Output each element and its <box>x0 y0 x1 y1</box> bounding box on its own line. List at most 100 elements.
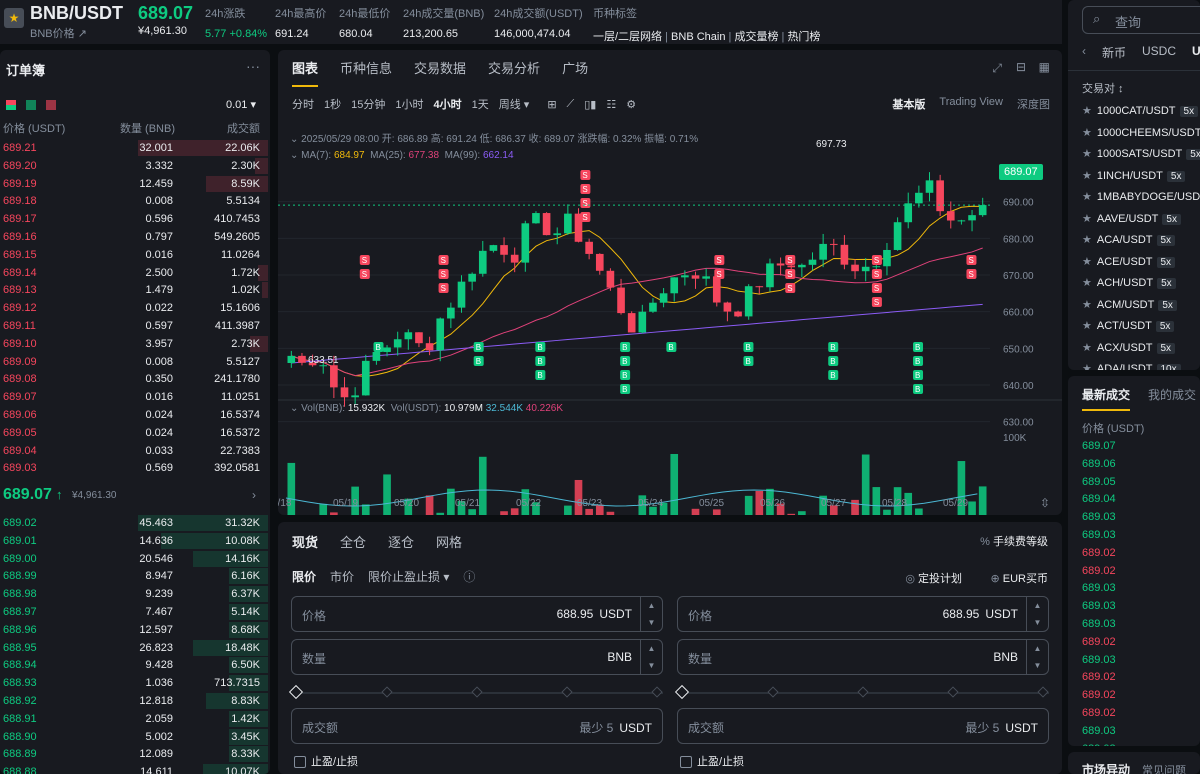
favorite-star-icon[interactable]: ★ <box>4 8 24 28</box>
tag-layer[interactable]: 一层/二层网络 <box>593 31 663 43</box>
pair-list-item[interactable]: ★ ACH/USDT 5x <box>1082 276 1176 289</box>
ask-row[interactable]: 689.09 0.008 5.5127 <box>3 355 260 368</box>
stepper-icon[interactable]: ▲ ▼ <box>1026 597 1048 631</box>
bid-row[interactable]: 688.92 12.818 8.83K <box>0 692 268 710</box>
ask-row[interactable]: 689.10 3.957 2.73K <box>0 335 268 353</box>
tab-coin-info[interactable]: 币种信息 <box>340 61 393 76</box>
pair-list-item[interactable]: ★ ACX/USDT 5x <box>1082 341 1176 354</box>
bid-row[interactable]: 688.94 9.428 6.50K <box>0 656 268 674</box>
interval-1h[interactable]: 1小时 <box>395 99 424 111</box>
compare-icon[interactable]: ☷ <box>606 98 617 111</box>
stepper-icon[interactable]: ▲ ▼ <box>640 597 662 631</box>
ask-row[interactable]: 689.18 0.008 5.5134 <box>3 195 260 208</box>
candle-type-icon[interactable]: ▯▮ <box>584 98 597 111</box>
pair-list-item[interactable]: ★ ADA/USDT 10x <box>1082 362 1181 370</box>
pair-list-item[interactable]: ★ 1000CAT/USDT 5x <box>1082 104 1199 117</box>
interval-1d[interactable]: 1天 <box>471 99 489 111</box>
eur-buy-link[interactable]: ⊕ EUR买币 <box>990 573 1048 585</box>
settings-gear-icon[interactable]: ⚙ <box>626 98 637 111</box>
tag-hot[interactable]: 热门榜 <box>787 31 821 43</box>
tab-trading-analysis[interactable]: 交易分析 <box>488 61 541 76</box>
buy-price-field[interactable]: 价格 688.95 USDT ▲ ▼ <box>291 596 663 632</box>
bid-row[interactable]: 688.93 1.036 713.7315 <box>0 674 268 692</box>
indicator-icon[interactable]: ⊞ <box>547 98 557 111</box>
ask-row[interactable]: 689.19 12.459 8.59K <box>0 175 268 193</box>
expand-icon[interactable]: ⤢ <box>992 61 1002 75</box>
sell-tpsl-checkbox[interactable]: 止盈/止损 <box>680 753 744 769</box>
tag-bnbchain[interactable]: BNB Chain <box>671 31 726 43</box>
buy-qty-field[interactable]: 数量 BNB ▲ ▼ <box>291 639 663 675</box>
more-icon[interactable]: ··· <box>246 58 260 74</box>
orderbook-asks-icon[interactable] <box>46 100 56 110</box>
scale-icon[interactable]: ⇳ <box>1039 496 1050 510</box>
ask-row[interactable]: 689.13 1.479 1.02K <box>0 281 268 299</box>
ask-row[interactable]: 689.06 0.024 16.5374 <box>3 409 260 421</box>
sell-qty-field[interactable]: 数量 BNB ▲ ▼ <box>677 639 1049 675</box>
tab-spot[interactable]: 现货 <box>292 535 319 550</box>
bid-row[interactable]: 688.99 8.947 6.16K <box>0 567 268 585</box>
faq-link[interactable]: 常见问题 <box>1142 765 1186 774</box>
ask-row[interactable]: 689.16 0.797 549.2605 <box>3 231 260 243</box>
bid-row[interactable]: 689.00 20.546 14.16K <box>0 550 268 568</box>
interval-15m[interactable]: 15分钟 <box>351 99 386 111</box>
pair-list-item[interactable]: ★ ACA/USDT 5x <box>1082 233 1176 246</box>
ask-row[interactable]: 689.12 0.022 15.1606 <box>3 302 260 315</box>
ask-row[interactable]: 689.05 0.024 16.5372 <box>3 426 260 439</box>
ask-row[interactable]: 689.20 3.332 2.30K <box>0 157 268 175</box>
buy-amount-slider[interactable] <box>288 684 663 700</box>
interval-time[interactable]: 分时 <box>292 99 314 111</box>
bid-row[interactable]: 688.97 7.467 5.14K <box>0 603 268 621</box>
tab-my-trades[interactable]: 我的成交 <box>1148 388 1197 402</box>
bid-row[interactable]: 688.88 14.611 10.07K <box>0 763 268 774</box>
tab-trading-data[interactable]: 交易数据 <box>414 61 467 76</box>
tab-latest-trades[interactable]: 最新成交 <box>1082 386 1131 411</box>
chevron-left-icon[interactable]: ‹ <box>1082 44 1086 58</box>
pair-title[interactable]: BNB/USDT <box>30 3 123 23</box>
ask-row[interactable]: 689.03 0.569 392.0581 <box>3 462 260 475</box>
candlestick-chart[interactable]: 690.00 680.00 670.00 660.00 650.00 640.00 630.… <box>278 50 1062 515</box>
market-tab-usdc[interactable]: USDC <box>1142 44 1177 58</box>
fee-level-link[interactable]: % 手续费等级 <box>980 536 1048 548</box>
interval-1w[interactable]: 周线 ▾ <box>498 99 530 111</box>
sell-price-field[interactable]: 价格 688.95 USDT ▲ ▼ <box>677 596 1049 632</box>
view-basic[interactable]: 基本版 <box>892 99 926 111</box>
bid-row[interactable]: 688.89 12.089 8.33K <box>0 745 268 763</box>
pair-list-item[interactable]: ★ ACT/USDT 5x <box>1082 319 1175 332</box>
ask-row[interactable]: 689.08 0.350 241.1780 <box>3 373 260 386</box>
bid-row[interactable]: 688.95 26.823 18.48K <box>0 639 268 657</box>
pair-list-item[interactable]: ★ 1000SATS/USDT 5x <box>1082 147 1200 160</box>
buy-total-field[interactable]: 成交额 最少 5 USDT <box>291 708 663 744</box>
pair-list-item[interactable]: ★ 1INCH/USDT 5x <box>1082 169 1186 182</box>
ask-row[interactable]: 689.11 0.597 411.3987 <box>3 320 260 332</box>
ask-row[interactable]: 689.14 2.500 1.72K <box>0 264 268 282</box>
info-icon[interactable]: ⓘ <box>463 570 476 584</box>
mid-price-row[interactable]: 689.07 ↑ ¥4,961.30 › <box>0 485 270 507</box>
layout-icon[interactable]: ⊟ <box>1015 60 1026 74</box>
dca-plan-link[interactable]: ◎ 定投计划 <box>905 573 962 585</box>
market-tab-usdt[interactable]: U <box>1192 44 1200 58</box>
pair-list-item[interactable]: ★ ACM/USDT 5x <box>1082 298 1177 311</box>
interval-1s[interactable]: 1秒 <box>324 99 342 111</box>
interval-4h[interactable]: 4小时 <box>433 99 462 111</box>
tab-chart[interactable]: 图表 <box>292 58 319 87</box>
buy-tpsl-checkbox[interactable]: 止盈/止损 <box>294 753 358 769</box>
tab-square[interactable]: 广场 <box>562 61 589 76</box>
ask-row[interactable]: 689.07 0.016 11.0251 <box>3 391 260 404</box>
stepper-icon[interactable]: ▲ ▼ <box>640 640 662 674</box>
tab-cross[interactable]: 全仓 <box>340 535 367 550</box>
tab-isolated[interactable]: 逐仓 <box>388 535 415 550</box>
pair-list-item[interactable]: ★ ACE/USDT 5x <box>1082 255 1176 268</box>
ask-row[interactable]: 689.17 0.596 410.7453 <box>3 213 260 226</box>
bid-row[interactable]: 688.90 5.002 3.45K <box>0 728 268 746</box>
bid-row[interactable]: 689.01 14.636 10.08K <box>0 532 268 550</box>
bid-row[interactable]: 689.02 45.463 31.32K <box>0 514 268 532</box>
market-search-input[interactable]: ⌕ 查询 <box>1082 6 1200 34</box>
ask-row[interactable]: 689.15 0.016 11.0264 <box>3 248 260 261</box>
order-type-market[interactable]: 市价 <box>330 570 355 584</box>
tab-grid[interactable]: 网格 <box>436 535 463 550</box>
ask-row[interactable]: 689.21 32.001 22.06K <box>0 139 268 157</box>
tag-volume[interactable]: 成交量榜 <box>734 31 779 43</box>
ask-row[interactable]: 689.04 0.033 22.7383 <box>3 444 260 457</box>
stepper-icon[interactable]: ▲ ▼ <box>1026 640 1048 674</box>
draw-icon[interactable]: ⟋ <box>566 97 575 110</box>
